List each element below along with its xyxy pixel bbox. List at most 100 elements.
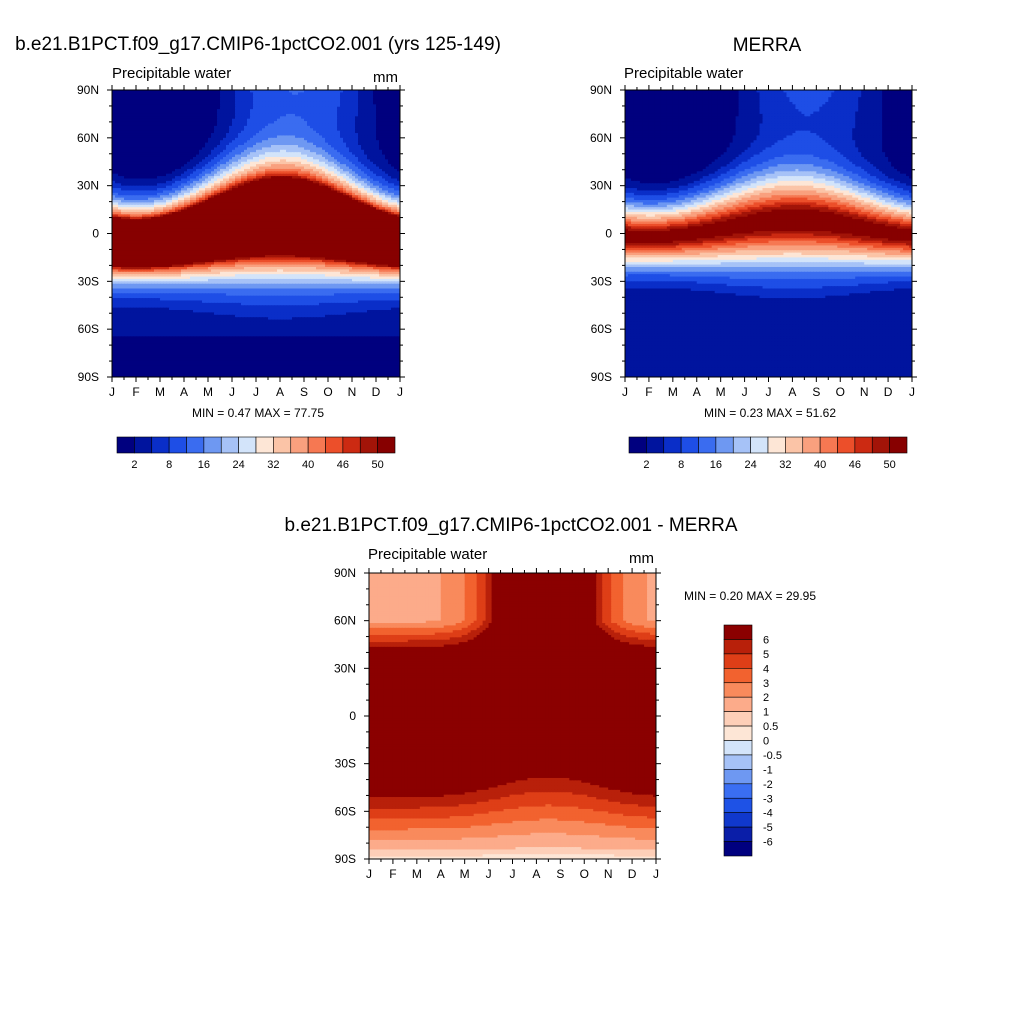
heatmap-cell xyxy=(337,168,341,172)
heatmap-cell xyxy=(199,92,203,96)
heatmap-cell xyxy=(397,125,400,129)
heatmap-cell xyxy=(154,156,158,160)
heatmap-cell xyxy=(259,147,263,151)
heatmap-cell xyxy=(253,97,257,101)
heatmap-cell xyxy=(268,111,272,115)
heatmap-cell xyxy=(199,140,203,144)
heatmap-cell xyxy=(187,133,191,137)
heatmap-cell xyxy=(226,209,230,213)
heatmap-cell xyxy=(298,211,302,215)
heatmap-cell xyxy=(178,154,182,158)
heatmap-cell xyxy=(343,173,347,177)
heatmap-cell xyxy=(346,121,350,125)
heatmap-cell xyxy=(388,104,392,108)
heatmap-cell xyxy=(229,125,233,129)
heatmap-cell xyxy=(148,109,152,113)
heatmap-cell xyxy=(271,92,275,96)
heatmap-cell xyxy=(118,173,122,177)
heatmap-cell xyxy=(364,149,368,153)
heatmap-cell xyxy=(340,207,344,211)
heatmap-cell xyxy=(124,133,128,137)
heatmap-cell xyxy=(205,140,209,144)
heatmap-cell xyxy=(253,156,257,160)
heatmap-cell xyxy=(247,140,251,144)
heatmap-cell xyxy=(382,147,386,151)
heatmap-cell xyxy=(244,94,248,98)
heatmap-cell xyxy=(193,168,197,172)
heatmap-cell xyxy=(211,90,215,93)
heatmap-cell xyxy=(175,202,179,206)
heatmap-cell xyxy=(121,207,125,211)
heatmap-cell xyxy=(121,92,125,96)
heatmap-cell xyxy=(151,145,155,148)
heatmap-cell xyxy=(247,171,251,175)
heatmap-cell xyxy=(280,171,284,175)
heatmap-cell xyxy=(142,101,146,105)
heatmap-cell xyxy=(163,204,167,208)
heatmap-cell xyxy=(397,142,400,146)
heatmap-cell xyxy=(295,142,299,146)
heatmap-cell xyxy=(340,200,344,204)
heatmap-cell xyxy=(343,121,347,125)
heatmap-cell xyxy=(292,94,296,98)
heatmap-cell xyxy=(241,109,245,113)
heatmap-cell xyxy=(247,149,251,153)
heatmap-cell xyxy=(211,137,215,141)
heatmap-cell xyxy=(184,99,188,103)
heatmap-cell xyxy=(124,145,128,148)
heatmap-cell xyxy=(238,142,242,146)
heatmap-cell xyxy=(367,161,371,165)
heatmap-cell xyxy=(364,130,368,134)
heatmap-cell xyxy=(325,183,329,187)
heatmap-cell xyxy=(388,118,392,122)
heatmap-cell xyxy=(247,161,251,165)
heatmap-cell xyxy=(214,111,218,115)
heatmap-cell xyxy=(298,140,302,144)
heatmap-cell xyxy=(274,159,278,163)
heatmap-cell xyxy=(226,197,230,201)
heatmap-cell xyxy=(163,176,167,180)
heatmap-cell xyxy=(118,116,122,120)
heatmap-cell xyxy=(292,101,296,105)
heatmap-cell xyxy=(286,97,290,101)
heatmap-cell xyxy=(187,109,191,113)
heatmap-cell xyxy=(217,168,221,172)
heatmap-cell xyxy=(397,156,400,160)
heatmap-cell xyxy=(124,116,128,120)
heatmap-cell xyxy=(202,135,206,139)
heatmap-cell xyxy=(388,149,392,153)
heatmap-cell xyxy=(223,101,227,105)
heatmap-cell xyxy=(226,118,230,122)
heatmap-cell xyxy=(214,137,218,141)
heatmap-cell xyxy=(388,173,392,177)
heatmap-cell xyxy=(211,166,215,170)
heatmap-cell xyxy=(133,116,137,120)
heatmap-cell xyxy=(235,200,239,204)
heatmap-cell xyxy=(292,188,296,192)
heatmap-cell xyxy=(220,149,224,153)
heatmap-cell xyxy=(370,209,374,213)
heatmap-cell xyxy=(283,154,287,158)
heatmap-cell xyxy=(367,173,371,177)
heatmap-cell xyxy=(355,140,359,144)
heatmap-cell xyxy=(376,207,380,211)
heatmap-cell xyxy=(295,173,299,177)
heatmap-cell xyxy=(262,178,266,182)
heatmap-cell xyxy=(394,109,398,113)
heatmap-cell xyxy=(145,195,149,199)
heatmap-cell xyxy=(355,190,359,194)
heatmap-cell xyxy=(208,197,212,201)
heatmap-cell xyxy=(178,171,182,175)
heatmap-cell xyxy=(157,156,161,160)
heatmap-cell xyxy=(244,104,248,108)
heatmap-cell xyxy=(148,121,152,125)
heatmap-cell xyxy=(325,101,329,105)
heatmap-cell xyxy=(178,188,182,192)
heatmap-cell xyxy=(391,166,395,170)
heatmap-cell xyxy=(145,176,149,180)
heatmap-cell xyxy=(334,164,338,168)
heatmap-cell xyxy=(235,137,239,141)
heatmap-cell xyxy=(370,164,374,168)
heatmap-cell xyxy=(256,211,260,215)
heatmap-cell xyxy=(283,109,287,113)
